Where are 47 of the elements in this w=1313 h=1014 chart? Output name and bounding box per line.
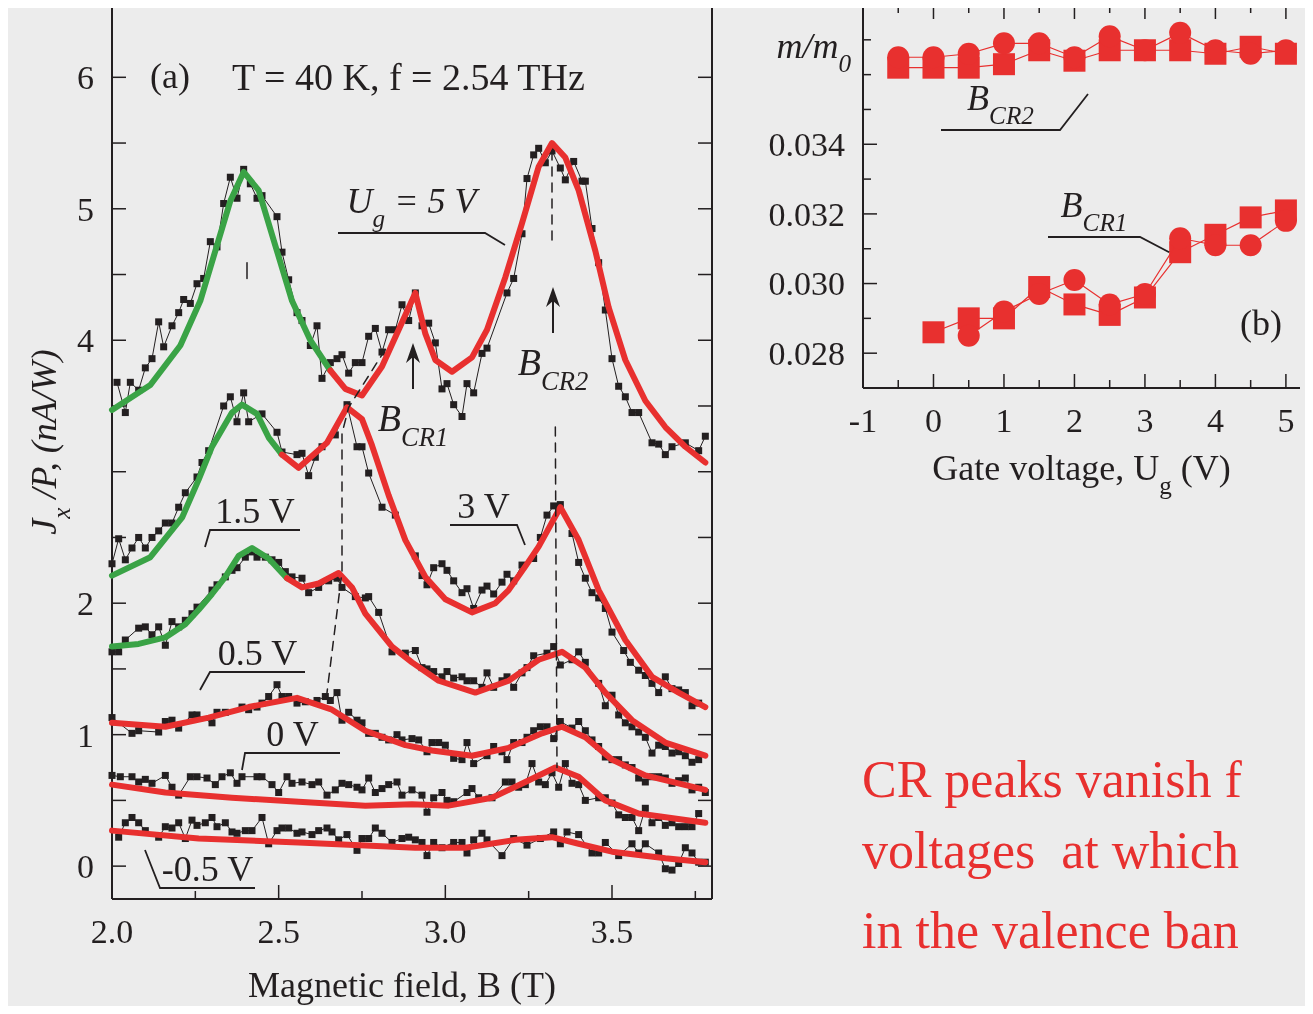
annotation: 3 V <box>457 486 510 526</box>
x-tick-label: 1 <box>995 402 1013 439</box>
y-tick-label: 0.028 <box>768 335 845 373</box>
x-axis-title: Magnetic field, B (T) <box>248 965 556 1005</box>
x-tick-label: 2.5 <box>257 913 300 950</box>
y-tick-label: 5 <box>77 190 94 228</box>
x-tick-label: 2 <box>1065 402 1083 439</box>
y-tick-label: 1 <box>77 716 94 754</box>
x-tick-label: 3.0 <box>424 913 467 950</box>
x-axis-title: Gate voltage, U$_{g}$ (V) <box>932 448 1231 499</box>
annotation: 1.5 V <box>215 491 295 531</box>
y-tick-label: 0.030 <box>768 265 845 303</box>
y-tick-label: 6 <box>77 59 94 97</box>
annotation: B$_{CR2}$ <box>967 78 1035 129</box>
x-tick-label: 5 <box>1277 402 1295 439</box>
text: in the valence ban <box>862 902 1239 959</box>
y-tick-label: 0 <box>77 848 94 886</box>
text: voltages at which <box>862 822 1239 879</box>
point <box>1063 293 1086 316</box>
annotation: 0 V <box>266 714 319 754</box>
point <box>1239 234 1262 257</box>
y-tick-label: 0.034 <box>768 126 845 164</box>
y-tick-label: 2 <box>77 585 94 623</box>
y-tick-label: 4 <box>77 322 94 360</box>
x-tick-label: 2.0 <box>90 913 134 950</box>
annotation: B$_{CR2}$ <box>517 341 589 396</box>
annotation: (b) <box>1240 303 1282 343</box>
annotation: B$_{CR1}$ <box>1060 185 1128 236</box>
x-tick-label: 4 <box>1206 402 1224 439</box>
annotation: (a) <box>150 56 190 96</box>
y-axis-title: m/m$_{0}$ <box>776 26 852 77</box>
text: T = 40 K, f = 2.54 THz <box>232 56 585 98</box>
x-tick-label: 3.5 <box>590 913 634 950</box>
x-tick-label: 0 <box>924 402 942 439</box>
point <box>922 321 945 344</box>
annotation: -0.5 V <box>161 849 254 889</box>
annotation: B$_{CR1}$ <box>377 397 449 452</box>
x-tick-label: -1 <box>848 402 878 439</box>
x-tick-label: 3 <box>1136 402 1154 439</box>
annotation: 0.5 V <box>217 633 298 673</box>
annotation: U$_{g}$ = 5 V <box>346 181 481 232</box>
point <box>1239 206 1262 229</box>
point <box>992 32 1015 55</box>
point <box>1063 269 1086 292</box>
point <box>992 53 1015 76</box>
y-tick-label: 0.032 <box>768 195 845 233</box>
text: CR peaks vanish f <box>862 751 1243 808</box>
